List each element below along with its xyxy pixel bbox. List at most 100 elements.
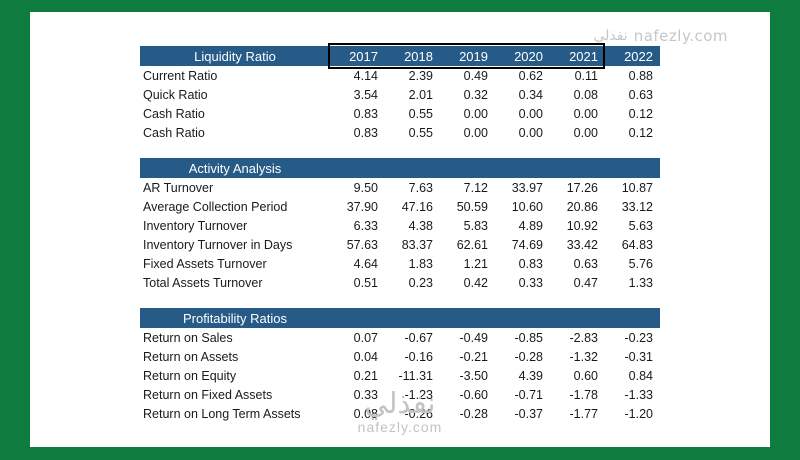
report-card: نفذلي nafezly.com Liquidity Ratio 2017 2… (30, 12, 770, 447)
value-cell: 5.76 (628, 256, 653, 271)
value-cell: 0.55 (408, 106, 433, 121)
value-cell: 0.84 (628, 368, 653, 383)
value-cell: 0.83 (353, 125, 378, 140)
value-cell: 62.61 (456, 237, 488, 252)
row-label: Cash Ratio (143, 125, 205, 140)
value-cell: 0.08 (353, 406, 378, 421)
value-cell: 5.83 (463, 218, 488, 233)
value-cell: 0.00 (518, 106, 543, 121)
value-cell: 0.83 (518, 256, 543, 271)
value-cell: 0.83 (353, 106, 378, 121)
value-cell: 2.39 (408, 68, 433, 83)
value-cell: 9.50 (353, 180, 378, 195)
value-cell: 33.42 (566, 237, 598, 252)
year-header: 2017 (349, 48, 378, 64)
section-header-liquidity: Liquidity Ratio 2017 2018 2019 2020 2021… (140, 43, 660, 69)
value-cell: 0.63 (573, 256, 598, 271)
watermark-bottom: نفذلي nafezly.com (357, 387, 443, 435)
table-row: Return on Equity 0.21 -11.31 -3.50 4.39 0.60 0… (140, 366, 660, 385)
section-activity: Activity Analysis AR Turnover 9.50 7.63 7.1… (140, 158, 660, 292)
watermark-top: نفذلي nafezly.com (593, 27, 728, 45)
value-cell: 0.51 (353, 275, 378, 290)
row-label: Inventory Turnover in Days (143, 237, 293, 252)
section-liquidity: Liquidity Ratio 2017 2018 2019 2020 2021… (140, 43, 660, 142)
financial-ratios-table: Liquidity Ratio 2017 2018 2019 2020 2021… (140, 43, 660, 423)
row-label: AR Turnover (143, 180, 214, 195)
value-cell: 0.11 (574, 68, 598, 83)
row-label: Inventory Turnover (143, 218, 248, 233)
value-cell: 74.69 (511, 237, 543, 252)
section-title: Liquidity Ratio (194, 48, 276, 64)
value-cell: 64.83 (621, 237, 653, 252)
row-label: Average Collection Period (143, 199, 288, 214)
table-row: Average Collection Period 37.90 47.16 50.59… (140, 197, 660, 216)
value-cell: 10.60 (511, 199, 543, 214)
value-cell: 4.14 (353, 68, 378, 83)
nafezly-logo-icon: نفذلي (593, 28, 628, 44)
value-cell: -0.71 (514, 387, 544, 402)
value-cell: 0.12 (628, 106, 653, 121)
value-cell: 0.62 (518, 68, 543, 83)
value-cell: 83.37 (401, 237, 433, 252)
value-cell: 17.26 (566, 180, 598, 195)
row-label: Cash Ratio (143, 106, 205, 121)
value-cell: 33.97 (511, 180, 543, 195)
row-label: Return on Long Term Assets (143, 406, 301, 421)
row-label: Return on Fixed Assets (143, 387, 273, 402)
value-cell: -0.85 (514, 330, 544, 345)
value-cell: -0.26 (404, 406, 434, 421)
value-cell: -1.78 (569, 387, 599, 402)
value-cell: 0.42 (463, 275, 488, 290)
value-cell: 47.16 (401, 199, 433, 214)
value-cell: 5.63 (628, 218, 653, 233)
value-cell: -0.67 (404, 330, 434, 345)
value-cell: 50.59 (456, 199, 488, 214)
value-cell: 7.12 (463, 180, 488, 195)
value-cell: -0.60 (459, 387, 489, 402)
table-row: Cash Ratio 0.83 0.55 0.00 0.00 0.00 0.12 (140, 104, 660, 123)
value-cell: -0.23 (624, 330, 654, 345)
value-cell: -0.28 (459, 406, 489, 421)
value-cell: -1.77 (569, 406, 599, 421)
value-cell: 1.33 (628, 275, 653, 290)
section-title: Activity Analysis (188, 160, 282, 176)
value-cell: 0.55 (408, 125, 433, 140)
value-cell: -1.33 (624, 387, 654, 402)
table-row: Inventory Turnover 6.33 4.38 5.83 4.89 10.92 5… (140, 216, 660, 235)
value-cell: 6.33 (353, 218, 378, 233)
value-cell: -0.37 (514, 406, 544, 421)
year-header: 2018 (404, 48, 433, 64)
table-row: Return on Sales 0.07 -0.67 -0.49 -0.85 -2.83 -… (140, 328, 660, 347)
value-cell: -0.31 (624, 349, 654, 364)
year-header: 2021 (569, 48, 598, 64)
value-cell: 0.00 (463, 125, 488, 140)
value-cell: 0.33 (353, 387, 378, 402)
value-cell: 57.63 (346, 237, 378, 252)
year-header: 2020 (514, 48, 543, 64)
value-cell: -11.31 (398, 368, 433, 383)
table-row: Fixed Assets Turnover 4.64 1.83 1.21 0.83 0.6… (140, 254, 660, 273)
value-cell: 10.87 (621, 180, 653, 195)
watermark-top-text: nafezly.com (633, 27, 728, 45)
row-label: Return on Sales (143, 330, 233, 345)
value-cell: 4.38 (408, 218, 433, 233)
table-row: Inventory Turnover in Days 57.63 83.37 62.6… (140, 235, 660, 254)
value-cell: -1.20 (624, 406, 654, 421)
value-cell: 7.63 (408, 180, 433, 195)
value-cell: 0.47 (573, 275, 598, 290)
value-cell: 0.07 (353, 330, 378, 345)
row-label: Current Ratio (143, 68, 218, 83)
value-cell: 0.49 (463, 68, 488, 83)
value-cell: 0.23 (408, 275, 433, 290)
row-label: Fixed Assets Turnover (143, 256, 267, 271)
value-cell: -0.16 (404, 349, 434, 364)
value-cell: 1.21 (463, 256, 488, 271)
table-row: Return on Fixed Assets 0.33 -1.23 -0.60 -0.7… (140, 385, 660, 404)
watermark-domain-text: nafezly.com (357, 418, 443, 435)
value-cell: -1.32 (569, 349, 599, 364)
value-cell: -2.83 (569, 330, 599, 345)
value-cell: 4.89 (518, 218, 543, 233)
value-cell: 0.00 (518, 125, 543, 140)
value-cell: 0.34 (518, 87, 543, 102)
value-cell: -1.23 (404, 387, 434, 402)
